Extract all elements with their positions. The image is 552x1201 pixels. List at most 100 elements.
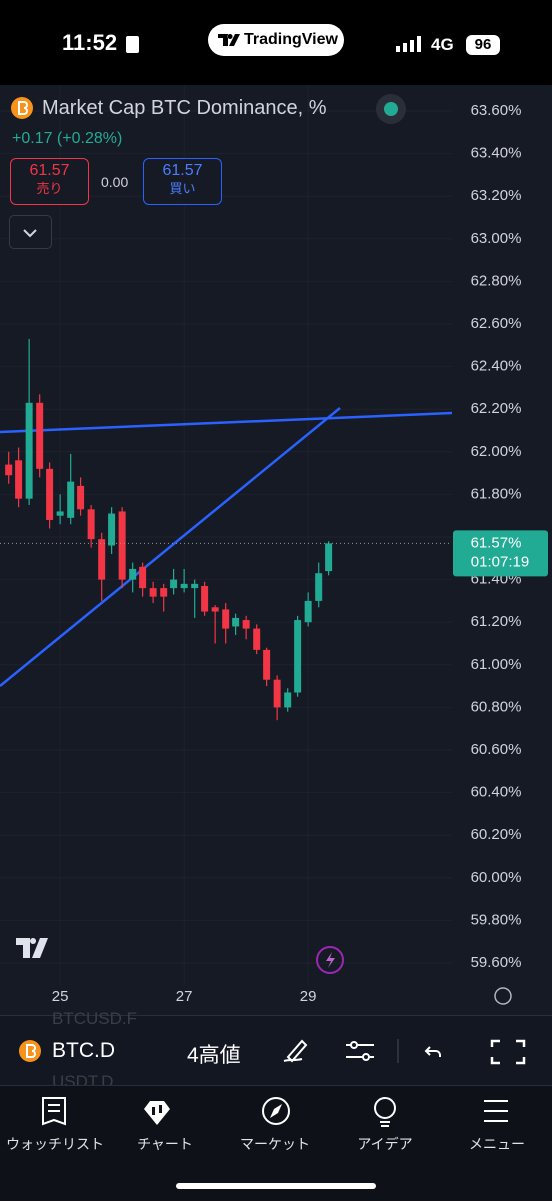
home-indicator <box>176 1183 376 1189</box>
candle-body <box>129 568 137 580</box>
candle-body <box>67 481 75 518</box>
sell-label: 売り <box>36 181 63 196</box>
y-tick-label: 61.20% <box>471 613 522 630</box>
interval[interactable]: 4高値 <box>187 1044 241 1067</box>
candle-body <box>253 628 261 650</box>
candle-body <box>180 583 188 589</box>
toolbar-icons[interactable] <box>280 1033 540 1069</box>
candle-body <box>284 692 292 708</box>
y-tick-label: 59.60% <box>471 954 522 971</box>
candle-body <box>263 649 271 680</box>
x-tick-label: 29 <box>300 988 317 1005</box>
battery: 96 <box>466 35 500 55</box>
collapse-button[interactable] <box>9 215 52 249</box>
bottom-nav <box>0 1085 552 1201</box>
y-tick-label: 62.60% <box>471 315 522 332</box>
candle-body <box>139 566 147 589</box>
candle-body <box>15 460 23 499</box>
trend-line[interactable] <box>0 407 341 687</box>
nav-item[interactable]: マーケット <box>240 1136 310 1152</box>
y-tick-label: 60.60% <box>471 741 522 758</box>
y-tick-label: 63.20% <box>471 187 522 204</box>
alert-bolt <box>326 952 335 968</box>
candle-body <box>98 539 106 580</box>
ghost-symbol: BTCUSD.F <box>52 1009 137 1028</box>
y-tick-label: 61.00% <box>471 656 522 673</box>
y-tick-label: 62.40% <box>471 358 522 375</box>
trend-line[interactable] <box>0 411 453 434</box>
candle-body <box>108 513 116 546</box>
x-tick-label: 25 <box>52 988 69 1005</box>
toolbar <box>0 1015 552 1086</box>
network: 4G <box>431 35 454 54</box>
y-tick-label: 63.00% <box>471 230 522 247</box>
y-tick-label: 62.00% <box>471 443 522 460</box>
settings-icon[interactable] <box>494 987 512 1005</box>
alert-icon[interactable] <box>316 946 344 974</box>
market-status[interactable] <box>376 94 406 124</box>
y-tick-label: 60.40% <box>471 784 522 801</box>
status-icon <box>126 36 139 53</box>
sell-price: 61.57 <box>29 162 70 179</box>
candle-body <box>36 402 44 469</box>
nav-item[interactable]: ウォッチリスト <box>6 1136 104 1152</box>
candle-body <box>191 583 199 589</box>
buy-button[interactable]: 61.57 買い <box>143 158 222 205</box>
chart[interactable]: 63.60% 63.40% 63.20% 63.00% 62.80% 62.60% 62.4… <box>0 85 552 1015</box>
candle-body <box>25 402 33 499</box>
y-tick-label: 60.80% <box>471 698 522 715</box>
countdown: 01:07:19 <box>471 553 529 570</box>
candle-body <box>170 579 178 589</box>
candle-body <box>87 509 95 540</box>
candle-body <box>325 543 333 572</box>
candle-body <box>273 679 281 708</box>
watermark-logo <box>16 938 48 958</box>
symbol[interactable]: BTC.D <box>52 1039 115 1062</box>
x-tick-label: 27 <box>176 988 193 1005</box>
buy-price: 61.57 <box>162 162 203 179</box>
candle-body <box>160 588 168 597</box>
candle-body <box>5 464 13 476</box>
nav-item[interactable]: チャート <box>137 1136 193 1152</box>
nav-item[interactable]: メニュー <box>469 1136 525 1152</box>
last-price-label: 61.57% <box>471 534 522 551</box>
candle-body <box>211 607 219 612</box>
candle-body <box>315 573 323 601</box>
app-name: TradingView <box>244 31 338 48</box>
candle-body <box>294 620 302 693</box>
candle-body <box>149 588 157 597</box>
spread: 0.00 <box>101 174 129 190</box>
candle-body <box>77 485 85 510</box>
y-tick-label: 63.40% <box>471 145 522 162</box>
app-pill <box>208 24 344 56</box>
nav-item[interactable]: アイデア <box>357 1136 413 1152</box>
btc-logo <box>19 1040 41 1062</box>
btc-logo <box>11 97 33 119</box>
last-price-box <box>453 530 548 577</box>
nav-icons <box>42 1097 508 1127</box>
y-tick-label: 59.80% <box>471 911 522 928</box>
candle-body <box>118 511 126 580</box>
status-time: 11:52 <box>62 30 118 55</box>
candle-body <box>46 468 54 520</box>
y-tick-label: 60.00% <box>471 869 522 886</box>
signal-icon <box>396 36 421 52</box>
candle-body <box>201 585 209 612</box>
app-logo <box>218 34 240 46</box>
y-tick-label: 62.80% <box>471 272 522 289</box>
buy-label: 買い <box>169 181 196 196</box>
chevron <box>23 229 37 238</box>
candle-body <box>56 511 64 516</box>
candle-body <box>304 600 312 623</box>
sell-button[interactable]: 61.57 売り <box>10 158 89 205</box>
y-tick-label: 63.60% <box>471 102 522 119</box>
candle-body <box>232 617 240 627</box>
candle-body <box>242 620 250 629</box>
chart-title: Market Cap BTC Dominance, % <box>42 97 327 119</box>
y-tick-label: 62.20% <box>471 400 522 417</box>
y-tick-label: 61.80% <box>471 485 522 502</box>
candle-body <box>222 609 230 629</box>
y-tick-label: 60.20% <box>471 826 522 843</box>
price-change: +0.17 (+0.28%) <box>12 130 123 147</box>
